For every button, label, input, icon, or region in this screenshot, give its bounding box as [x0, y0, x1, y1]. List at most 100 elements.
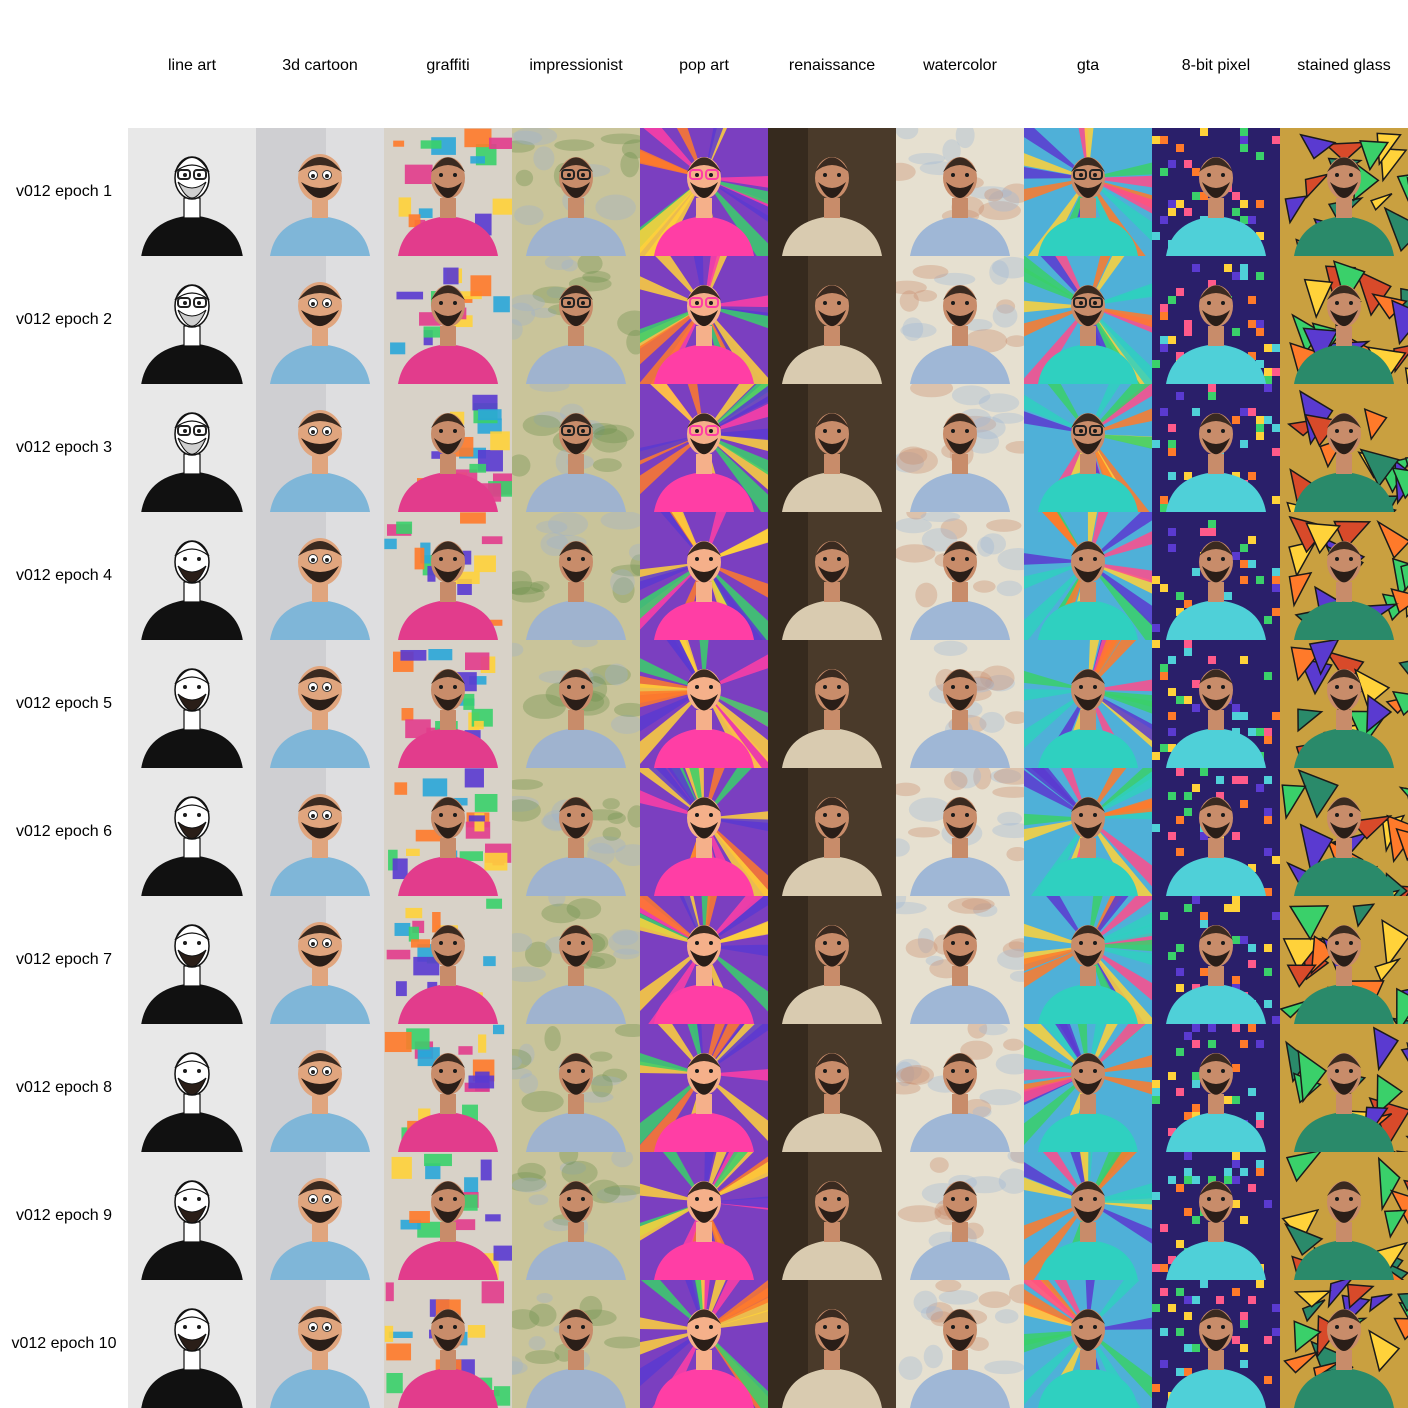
generated-image-pixel	[1152, 1152, 1280, 1280]
portrait-image	[256, 128, 384, 256]
portrait-image	[128, 256, 256, 384]
generated-image-cartoon	[256, 768, 384, 896]
portrait-image	[1280, 640, 1408, 768]
portrait-image	[896, 512, 1024, 640]
portrait-image	[512, 1280, 640, 1408]
generated-image-renaissance	[768, 768, 896, 896]
generated-image-pixel	[1152, 384, 1280, 512]
portrait-image	[640, 896, 768, 1024]
portrait-image	[1024, 896, 1152, 1024]
generated-image-watercolor	[896, 128, 1024, 256]
generated-image-pixel	[1152, 768, 1280, 896]
portrait-image	[640, 128, 768, 256]
generated-image-watercolor	[896, 896, 1024, 1024]
portrait-image	[1024, 1024, 1152, 1152]
generated-image-impressionist	[512, 128, 640, 256]
portrait-image	[512, 128, 640, 256]
portrait-image	[512, 384, 640, 512]
generated-image-cartoon	[256, 640, 384, 768]
portrait-image	[896, 896, 1024, 1024]
generated-image-watercolor	[896, 640, 1024, 768]
generated-image-graffiti	[384, 384, 512, 512]
generated-image-renaissance	[768, 1024, 896, 1152]
portrait-image	[384, 768, 512, 896]
portrait-image	[768, 896, 896, 1024]
column-header-renaissance: renaissance	[788, 57, 876, 74]
generated-image-watercolor	[896, 768, 1024, 896]
generated-image-lineart	[128, 896, 256, 1024]
generated-image-popart	[640, 1152, 768, 1280]
generated-image-watercolor	[896, 256, 1024, 384]
portrait-image	[896, 384, 1024, 512]
portrait-image	[512, 896, 640, 1024]
portrait-image	[1152, 1280, 1280, 1408]
portrait-image	[512, 768, 640, 896]
generated-image-watercolor	[896, 1152, 1024, 1280]
generated-image-popart	[640, 384, 768, 512]
generated-image-impressionist	[512, 896, 640, 1024]
portrait-image	[640, 1152, 768, 1280]
portrait-image	[1152, 1024, 1280, 1152]
portrait-image	[512, 1152, 640, 1280]
portrait-image	[128, 1280, 256, 1408]
portrait-image	[768, 640, 896, 768]
generated-image-lineart	[128, 512, 256, 640]
generated-image-graffiti	[384, 768, 512, 896]
generated-image-stainedglass	[1280, 384, 1408, 512]
portrait-image	[128, 512, 256, 640]
generated-image-watercolor	[896, 512, 1024, 640]
portrait-image	[384, 256, 512, 384]
portrait-image	[128, 384, 256, 512]
portrait-image	[640, 1024, 768, 1152]
column-header-cartoon: 3d cartoon	[282, 57, 358, 74]
portrait-image	[1024, 384, 1152, 512]
portrait-image	[384, 384, 512, 512]
portrait-image	[640, 512, 768, 640]
generated-image-pixel	[1152, 1280, 1280, 1408]
generated-image-lineart	[128, 1024, 256, 1152]
row-label: v012 epoch 4	[15, 567, 113, 584]
generated-image-stainedglass	[1280, 640, 1408, 768]
portrait-image	[384, 512, 512, 640]
generated-image-impressionist	[512, 768, 640, 896]
portrait-image	[384, 896, 512, 1024]
portrait-image	[1152, 768, 1280, 896]
generated-image-graffiti	[384, 1024, 512, 1152]
portrait-image	[128, 896, 256, 1024]
row-label: v012 epoch 2	[15, 311, 113, 328]
column-header-popart: pop art	[679, 57, 729, 74]
portrait-image	[768, 384, 896, 512]
portrait-image	[1280, 896, 1408, 1024]
portrait-image	[256, 896, 384, 1024]
portrait-image	[1024, 768, 1152, 896]
portrait-image	[1280, 384, 1408, 512]
generated-image-pixel	[1152, 896, 1280, 1024]
portrait-image	[128, 1024, 256, 1152]
portrait-image	[768, 1152, 896, 1280]
portrait-image	[384, 1280, 512, 1408]
generated-image-stainedglass	[1280, 1024, 1408, 1152]
portrait-image	[1280, 1152, 1408, 1280]
generated-image-pixel	[1152, 128, 1280, 256]
generated-image-stainedglass	[1280, 1152, 1408, 1280]
portrait-image	[256, 384, 384, 512]
row-label: v012 epoch 6	[15, 823, 113, 840]
portrait-image	[896, 640, 1024, 768]
portrait-image	[1152, 640, 1280, 768]
generated-image-graffiti	[384, 1152, 512, 1280]
portrait-image	[896, 1024, 1024, 1152]
portrait-image	[768, 512, 896, 640]
generated-image-stainedglass	[1280, 128, 1408, 256]
row-label: v012 epoch 10	[11, 1335, 117, 1352]
generated-image-impressionist	[512, 1280, 640, 1408]
column-header-pixel: 8-bit pixel	[1181, 57, 1251, 74]
generated-image-watercolor	[896, 1280, 1024, 1408]
portrait-image	[1152, 384, 1280, 512]
portrait-image	[1280, 1280, 1408, 1408]
portrait-image	[256, 1024, 384, 1152]
generated-image-gta	[1024, 1152, 1152, 1280]
portrait-image	[1152, 1152, 1280, 1280]
portrait-image	[768, 128, 896, 256]
portrait-image	[640, 256, 768, 384]
